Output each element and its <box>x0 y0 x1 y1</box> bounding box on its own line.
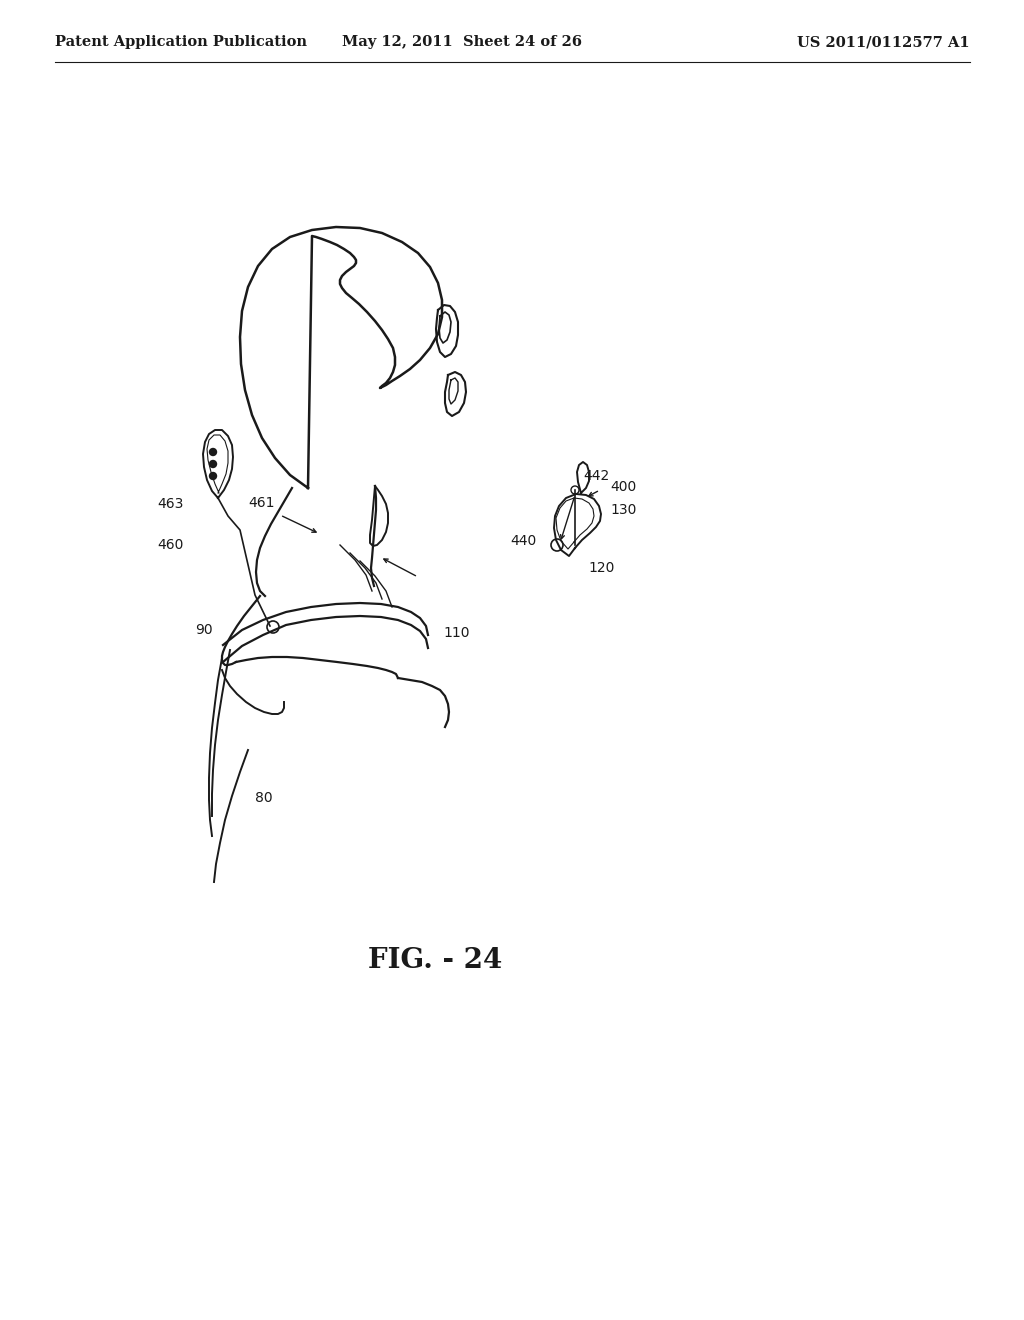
Circle shape <box>210 473 216 479</box>
Text: 442: 442 <box>583 469 609 483</box>
Text: 461: 461 <box>248 496 274 510</box>
Text: May 12, 2011  Sheet 24 of 26: May 12, 2011 Sheet 24 of 26 <box>342 36 582 49</box>
Text: 440: 440 <box>510 535 537 548</box>
Text: 110: 110 <box>443 626 469 640</box>
Text: 400: 400 <box>610 480 636 494</box>
Text: 90: 90 <box>195 623 213 638</box>
Text: 120: 120 <box>588 561 614 576</box>
Text: 463: 463 <box>157 498 183 511</box>
Text: US 2011/0112577 A1: US 2011/0112577 A1 <box>798 36 970 49</box>
Text: Patent Application Publication: Patent Application Publication <box>55 36 307 49</box>
Text: 130: 130 <box>610 503 636 517</box>
Text: 80: 80 <box>255 791 272 805</box>
Circle shape <box>210 461 216 467</box>
Text: 460: 460 <box>157 539 183 552</box>
Text: FIG. - 24: FIG. - 24 <box>368 946 502 974</box>
Circle shape <box>210 449 216 455</box>
